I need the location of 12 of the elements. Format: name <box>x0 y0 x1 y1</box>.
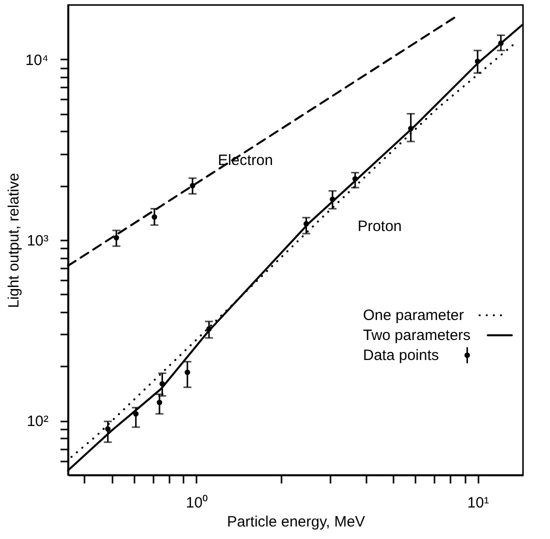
legend-label: One parameter <box>363 307 464 324</box>
legend-label: Two parameters <box>363 327 471 344</box>
annotation: Proton <box>358 218 402 235</box>
y-tick-label: 10⁴ <box>25 52 48 69</box>
x-tick-label: 10¹ <box>467 494 489 512</box>
legend-label: Data points <box>363 347 439 364</box>
y-tick-label: 10² <box>26 413 48 430</box>
x-tick-label: 10⁰ <box>186 494 208 512</box>
annotation: Electron <box>218 152 273 170</box>
x-axis-title: Particle energy, MeV <box>226 514 366 530</box>
y-axis-title: Light output, relative <box>5 172 22 308</box>
y-tick-label: 10³ <box>26 232 48 250</box>
